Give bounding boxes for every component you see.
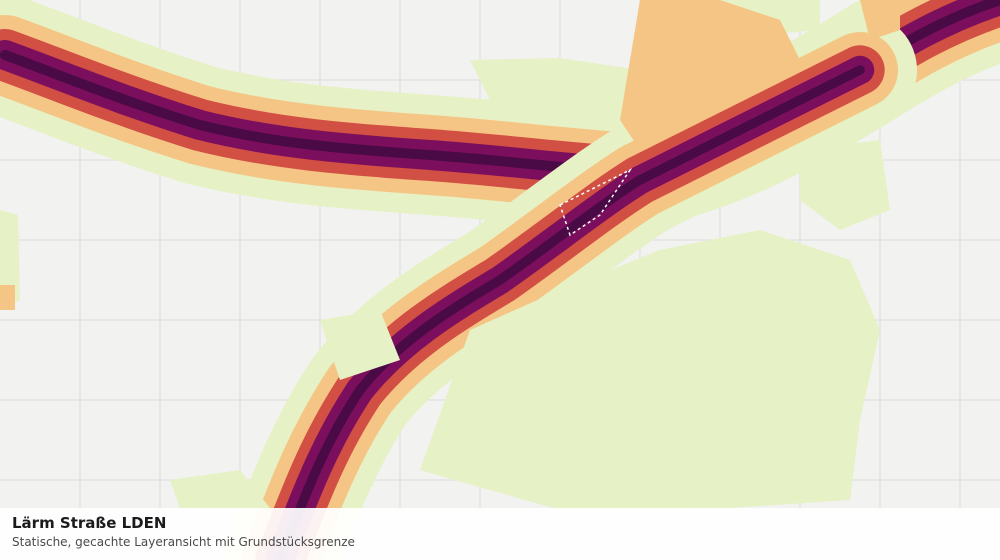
diagonal-road-band-5 [275, 65, 865, 560]
noise-patch-low [800, 140, 890, 230]
noise-patches [0, 0, 900, 510]
noise-patch-low [470, 58, 660, 130]
road-noise-band-diagonal [223, 13, 917, 560]
noise-patch-mid [860, 0, 900, 40]
map-title: Lärm Straße LDEN [12, 514, 167, 532]
noise-patch-low [320, 310, 400, 380]
noise-patch-mid [0, 285, 15, 310]
noise-patch-mid [620, 0, 800, 150]
map-caption: Lärm Straße LDEN Statische, gecachte Lay… [0, 508, 1000, 560]
noise-patch-low [420, 230, 880, 510]
noise-patch-low [170, 470, 270, 508]
parcel-boundary [559, 168, 633, 237]
parcel-outline [559, 168, 633, 237]
map-subtitle: Statische, gecachte Layeransicht mit Gru… [12, 535, 355, 549]
